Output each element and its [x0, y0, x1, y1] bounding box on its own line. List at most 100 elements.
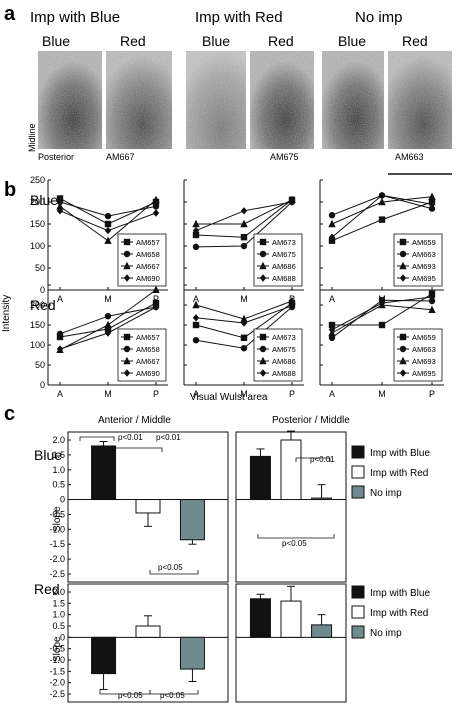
- panel-a-label-blue-3: Blue: [338, 33, 366, 49]
- y-tick-label: 1.5: [52, 450, 65, 460]
- animal-label-2: AM675: [270, 152, 299, 162]
- midline-label: Midline: [27, 123, 37, 152]
- brain-image-3-blue: [322, 51, 384, 149]
- y-tick-label: 100: [30, 241, 45, 251]
- legend-entry-AM688: AM688: [272, 274, 296, 283]
- panel-c-y-label-red: Slope: [52, 636, 63, 662]
- legend-entry-AM673: AM673: [272, 333, 296, 342]
- bar-0: [91, 445, 117, 501]
- legend-entry-AM663: AM663: [412, 250, 436, 259]
- legend-marker-AM658: [123, 250, 131, 258]
- y-tick-label: -0.5: [49, 509, 65, 519]
- x-tick-label: M: [240, 294, 248, 304]
- y-tick-label: 0.5: [52, 621, 65, 631]
- legend-swatch-no-imp: [351, 485, 365, 499]
- line-chart-5: A M P AM659 AM663 AM693 AM695: [319, 284, 444, 399]
- brain-image-2-red: [250, 51, 314, 149]
- panel-c-legend-blue: Imp with Blue Imp with Red No imp: [351, 445, 430, 499]
- legend-swatch-imp-with-red-2: [351, 605, 365, 619]
- x-tick-label: M: [104, 294, 112, 304]
- legend-entry-AM667: AM667: [136, 357, 160, 366]
- brain-image-1-blue: [38, 51, 102, 149]
- y-tick-label: 0: [40, 285, 45, 295]
- panel-a-letter: a: [4, 3, 16, 25]
- legend-marker-AM667: [123, 356, 131, 365]
- point-AM673-1: [240, 334, 248, 341]
- point-AM673-0: [192, 321, 200, 329]
- point-AM675-0: [192, 243, 200, 251]
- legend-entry-AM686: AM686: [272, 357, 296, 366]
- point-AM659-1: [378, 216, 386, 223]
- y-tick-label: 0: [40, 380, 45, 390]
- posterior-label: Posterior: [38, 152, 74, 162]
- series-line-AM673: [195, 199, 293, 238]
- panel-c-row-label-blue: Blue: [34, 447, 62, 463]
- point-AM657-2: [152, 299, 160, 307]
- bar-1: [280, 600, 302, 638]
- point-AM695-0: [328, 233, 336, 241]
- legend-entry-AM658: AM658: [136, 250, 160, 259]
- bar-0: [91, 636, 117, 675]
- y-tick-label: -1.0: [49, 524, 65, 534]
- bar-chart-1: [235, 430, 347, 583]
- legend-label-imp-with-red-2: Imp with Red: [370, 608, 428, 619]
- bracket-4: [295, 457, 331, 462]
- bar-1: [135, 625, 161, 638]
- point-AM663-0: [328, 212, 336, 219]
- legend-label-imp-with-red: Imp with Red: [370, 468, 428, 479]
- point-AM693-1: [378, 197, 386, 206]
- legend-entry-AM667: AM667: [136, 262, 160, 271]
- y-tick-label: 200: [30, 300, 45, 310]
- point-AM667-1: [104, 320, 112, 329]
- point-AM690-1: [104, 226, 112, 235]
- legend-marker-AM663: [399, 250, 407, 258]
- point-AM673-0: [192, 231, 200, 239]
- legend-label-imp-with-blue-2: Imp with Blue: [370, 588, 430, 599]
- point-AM658-1: [104, 313, 112, 320]
- point-AM658-1: [104, 212, 112, 220]
- panel-b-y-label: Intensity: [1, 295, 12, 332]
- bar-2: [311, 624, 333, 638]
- point-AM658-2: [152, 203, 160, 210]
- y-tick-label: 2.0: [52, 435, 65, 445]
- point-AM693-2: [428, 305, 436, 313]
- point-AM686-0: [192, 300, 200, 309]
- point-AM657-1: [104, 325, 112, 333]
- point-AM686-0: [192, 219, 200, 228]
- x-tick-label: M: [240, 389, 248, 399]
- bar-2: [179, 636, 205, 670]
- legend-marker-AM695: [399, 274, 407, 282]
- legend-marker-AM667: [123, 261, 131, 270]
- bar-chart-3: [235, 583, 347, 703]
- legend-marker-AM695: [399, 369, 407, 377]
- panel-c-y-label-blue: Slope: [52, 506, 63, 532]
- y-tick-label: -2.0: [49, 678, 65, 688]
- panel-b-row-label-blue: Blue: [30, 192, 58, 208]
- line-chart-4: A M P AM673 AM675 AM686 AM688: [183, 284, 304, 399]
- y-tick-label: 0: [60, 495, 65, 505]
- brain-image-3-red: [388, 51, 452, 149]
- panel-b-row-label-red: Red: [30, 297, 56, 313]
- legend-entry-AM690: AM690: [136, 369, 160, 378]
- point-AM693-0: [328, 219, 336, 228]
- point-AM658-0: [56, 330, 64, 337]
- legend-marker-AM657: [123, 333, 131, 341]
- y-tick-label: 1.0: [52, 610, 65, 620]
- point-AM688-2: [288, 198, 296, 206]
- legend-swatch-imp-with-red: [351, 465, 365, 479]
- p-value-5: p<0.05: [282, 539, 307, 548]
- legend-marker-AM657: [123, 238, 131, 246]
- p-value-3: p<0.05: [158, 563, 183, 572]
- y-tick-label: 250: [30, 175, 45, 185]
- legend-marker-AM659: [399, 333, 407, 341]
- x-tick-label: A: [193, 294, 199, 304]
- plot-frame: [67, 431, 229, 583]
- legend-swatch-no-imp-2: [351, 625, 365, 639]
- panel-c-col-title-1: Anterior / Middle: [98, 415, 171, 426]
- legend-entry-AM675: AM675: [272, 345, 296, 354]
- point-AM686-2: [288, 296, 296, 305]
- y-tick-label: 150: [30, 320, 45, 330]
- y-tick-label: 100: [30, 340, 45, 350]
- brain-images: [38, 51, 452, 149]
